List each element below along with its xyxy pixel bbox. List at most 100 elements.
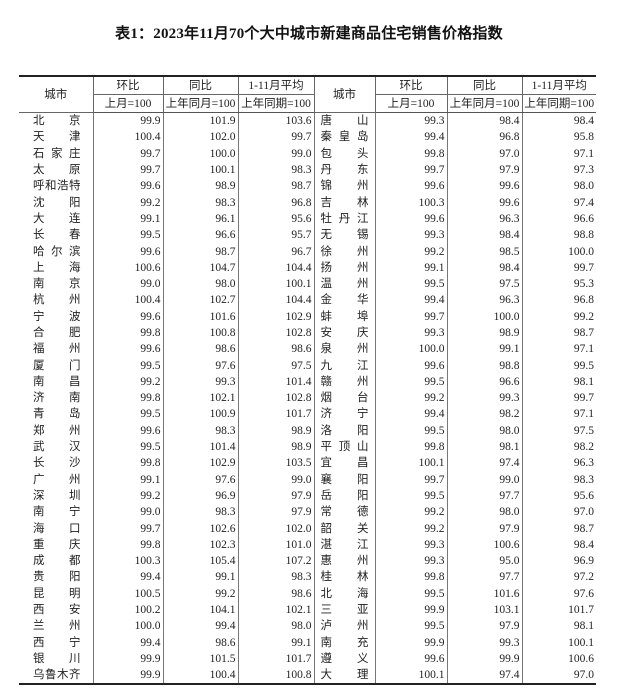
left-city-cell: 南昌: [33, 375, 81, 388]
right-mom-cell: 99.5: [374, 275, 447, 293]
left-mom-cell: 99.9: [92, 667, 163, 685]
right-mom-cell: 99.6: [374, 178, 447, 195]
right-yoy-cell: 100.0: [446, 308, 522, 325]
header-mom-base: 上月=100: [92, 94, 163, 113]
right-avg-cell: 98.8: [521, 227, 596, 244]
header-row-1: 城市 环比 同比 1-11月平均 城市 环比 同比 1-11月平均: [19, 76, 596, 113]
right-city-cell: 遵义: [313, 650, 375, 668]
left-avg-cell: 101.7: [237, 650, 314, 668]
table-row: 西宁 99.4 98.6 99.1 南充 99.9 99.3 100.1: [19, 634, 596, 651]
left-yoy-cell: 98.3: [162, 194, 238, 211]
left-city-cell: 哈尔滨: [33, 245, 81, 258]
left-avg-cell: 100.8: [237, 667, 314, 685]
left-yoy-cell: 101.6: [162, 308, 238, 325]
table-row: 兰州 100.0 99.4 98.0 泸州 99.5 97.9 98.1: [19, 618, 596, 635]
right-avg-cell: 95.8: [521, 129, 596, 146]
right-yoy-cell: 99.3: [446, 390, 522, 407]
right-city-cell: 蚌埠: [313, 308, 375, 325]
right-mom-cell: 99.7: [374, 471, 447, 488]
right-yoy-cell: 96.3: [446, 292, 522, 309]
left-city-cell: 昆明: [33, 587, 81, 600]
right-city-cell: 赣州: [313, 373, 375, 391]
left-mom-cell: 99.2: [92, 373, 163, 391]
right-mom-cell: 99.3: [374, 227, 447, 244]
right-city-cell: 安庆: [313, 324, 375, 342]
right-mom-cell: 99.6: [374, 210, 447, 228]
table-row: 西安 100.2 104.1 102.1 三亚 99.9 103.1 101.7: [19, 601, 596, 619]
left-city-cell: 乌鲁木齐: [33, 669, 81, 682]
left-yoy-cell: 99.3: [162, 373, 238, 391]
left-yoy-cell: 105.4: [162, 553, 238, 570]
left-avg-cell: 97.9: [237, 487, 314, 505]
right-yoy-cell: 99.1: [446, 341, 522, 358]
left-city-cell: 合肥: [33, 327, 81, 339]
right-city-cell: 牡丹江: [313, 210, 375, 228]
left-yoy-cell: 102.9: [162, 455, 238, 472]
table-row: 南昌 99.2 99.3 101.4 赣州 99.5 96.6 98.1: [19, 373, 596, 391]
right-yoy-cell: 98.4: [446, 112, 522, 130]
right-avg-cell: 98.7: [521, 324, 596, 342]
left-yoy-cell: 98.0: [162, 275, 238, 293]
right-avg-cell: 99.7: [521, 390, 596, 407]
table-row: 天津 100.4 102.0 99.7 秦皇岛 99.4 96.8 95.8: [19, 129, 596, 146]
right-city-cell: 扬州: [313, 259, 375, 276]
right-avg-cell: 99.7: [521, 259, 596, 276]
table-row: 昆明 100.5 99.2 98.6 北海 99.5 101.6 97.6: [19, 585, 596, 602]
left-yoy-cell: 101.4: [162, 438, 238, 456]
left-mom-cell: 99.8: [92, 536, 163, 554]
right-mom-cell: 99.3: [374, 536, 447, 554]
right-yoy-cell: 97.7: [446, 487, 522, 505]
right-city-cell: 九江: [313, 357, 375, 374]
right-city-cell: 岳阳: [313, 487, 375, 505]
table-row: 厦门 99.5 97.6 97.5 九江 99.6 98.8 99.5: [19, 357, 596, 374]
right-mom-cell: 99.7: [374, 161, 447, 179]
left-mom-cell: 99.5: [92, 406, 163, 423]
right-yoy-cell: 98.9: [446, 324, 522, 342]
left-city-cell: 青岛: [33, 408, 81, 421]
left-avg-cell: 97.9: [237, 504, 314, 521]
left-city-cell: 沈阳: [33, 196, 81, 209]
left-avg-cell: 96.7: [237, 243, 314, 260]
right-avg-cell: 98.4: [521, 112, 596, 130]
right-city-cell: 济宁: [313, 406, 375, 423]
right-mom-cell: 99.2: [374, 504, 447, 521]
header-mom-right: 环比: [374, 76, 447, 95]
right-avg-cell: 98.7: [521, 520, 596, 537]
left-city-cell: 郑州: [33, 424, 81, 437]
table-row: 杭州 100.4 102.7 104.4 金华 99.4 96.3 96.8: [19, 292, 596, 309]
right-avg-cell: 98.2: [521, 438, 596, 456]
right-avg-cell: 96.9: [521, 553, 596, 570]
table-row: 呼和浩特 99.6 98.9 98.7 锦州 99.6 99.6 98.0: [19, 178, 596, 195]
right-avg-cell: 97.0: [521, 504, 596, 521]
table-row: 成都 100.3 105.4 107.2 惠州 99.3 95.0 96.9: [19, 553, 596, 570]
left-mom-cell: 99.1: [92, 210, 163, 228]
right-mom-cell: 99.4: [374, 406, 447, 423]
right-yoy-cell: 98.4: [446, 227, 522, 244]
right-city-cell: 湛江: [313, 536, 375, 554]
left-city-cell: 呼和浩特: [33, 180, 81, 193]
left-city-cell: 福州: [33, 343, 81, 356]
right-avg-cell: 98.1: [521, 618, 596, 635]
left-mom-cell: 99.0: [92, 504, 163, 521]
right-yoy-cell: 97.9: [446, 161, 522, 179]
left-yoy-cell: 96.6: [162, 227, 238, 244]
left-yoy-cell: 99.2: [162, 585, 238, 602]
right-city-cell: 惠州: [313, 553, 375, 570]
right-avg-cell: 97.0: [521, 667, 596, 685]
right-yoy-cell: 99.6: [446, 194, 522, 211]
right-avg-cell: 97.1: [521, 145, 596, 162]
right-avg-cell: 100.1: [521, 634, 596, 651]
table-title: 表1：2023年11月70个大中城市新建商品住宅销售价格指数: [115, 26, 503, 42]
right-yoy-cell: 100.6: [446, 536, 522, 554]
left-city-cell: 宁波: [33, 310, 81, 323]
right-yoy-cell: 95.0: [446, 553, 522, 570]
header-yoy-base: 上年同月=100: [162, 94, 238, 113]
left-yoy-cell: 97.6: [162, 357, 238, 374]
table-row: 广州 99.1 97.6 99.0 襄阳 99.7 99.0 98.3: [19, 471, 596, 488]
header-row-2: 上月=100 上年同月=100 上年同期=100 上月=100 上年同月=100…: [19, 94, 596, 113]
right-yoy-cell: 98.4: [446, 259, 522, 276]
left-city-cell: 南京: [33, 278, 81, 291]
right-city-cell: 洛阳: [313, 422, 375, 439]
right-mom-cell: 99.4: [374, 292, 447, 309]
right-mom-cell: 99.2: [374, 390, 447, 407]
